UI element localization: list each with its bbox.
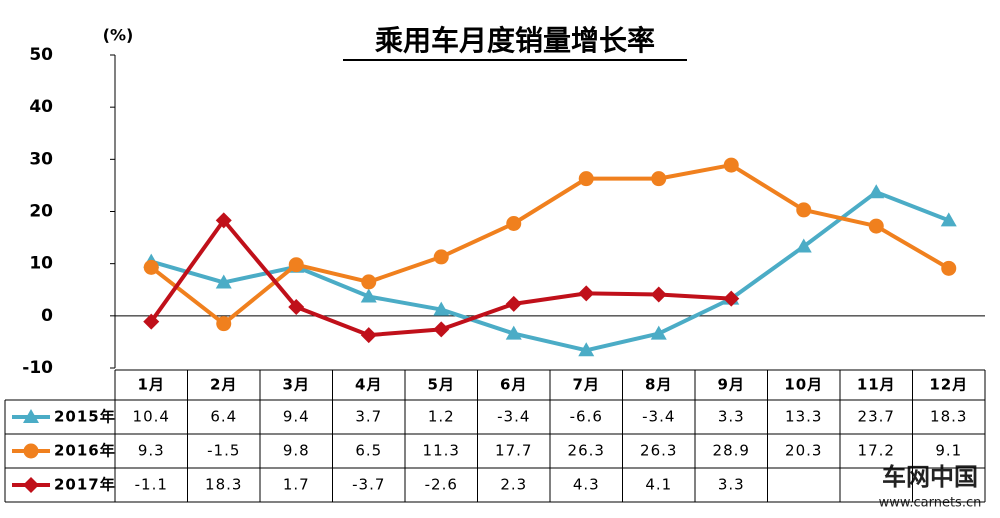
table-value: 17.7: [495, 442, 532, 460]
table-value: 13.3: [785, 408, 822, 426]
table-value: 6.5: [355, 442, 382, 460]
watermark-url: www.carnets.cn: [879, 496, 982, 511]
x-tick-label: 8月: [645, 376, 672, 394]
table-value: -1.5: [207, 442, 240, 460]
x-tick-label: 12月: [929, 376, 968, 394]
data-point: [215, 274, 232, 289]
table-value: 4.3: [573, 476, 600, 494]
table-value: 28.9: [713, 442, 750, 460]
legend-label: 2017年: [54, 476, 116, 494]
y-tick-label: 40: [29, 97, 53, 117]
data-point: [433, 301, 450, 316]
data-point: [360, 327, 377, 344]
data-point: [578, 285, 595, 302]
y-tick-label: 20: [29, 202, 53, 222]
data-point: [143, 313, 160, 330]
table-value: 3.3: [718, 408, 745, 426]
x-tick-label: 7月: [573, 376, 600, 394]
data-point: [868, 218, 884, 234]
chart-title: 乘用车月度销量增长率: [375, 24, 655, 57]
x-tick-label: 10月: [784, 376, 823, 394]
table-value: 11.3: [423, 442, 460, 460]
table-value: -1.1: [135, 476, 168, 494]
x-tick-label: 2月: [210, 376, 237, 394]
table-value: 4.1: [645, 476, 672, 494]
x-tick-label: 11月: [857, 376, 896, 394]
table-value: 26.3: [568, 442, 605, 460]
data-point: [796, 202, 812, 218]
table-value: 18.3: [205, 476, 242, 494]
data-point: [505, 295, 522, 312]
table-value: 3.3: [718, 476, 745, 494]
y-tick-label: 50: [29, 45, 53, 65]
legend-label: 2016年: [54, 442, 116, 460]
table-value: -3.7: [352, 476, 385, 494]
table-value: 9.4: [283, 408, 310, 426]
data-point: [433, 249, 449, 265]
data-point: [651, 171, 667, 187]
table-value: 9.1: [935, 442, 962, 460]
data-point: [433, 321, 450, 338]
data-point: [505, 325, 522, 340]
x-tick-label: 5月: [428, 376, 455, 394]
y-unit: (%): [103, 26, 134, 45]
data-point: [216, 316, 232, 332]
data-point: [941, 260, 957, 276]
table-value: 18.3: [930, 408, 967, 426]
table-value: 9.3: [138, 442, 165, 460]
legend-marker: [23, 443, 39, 459]
series-line: [150, 163, 950, 326]
x-tick-label: 9月: [718, 376, 745, 394]
data-point: [360, 288, 377, 303]
table-value: 1.7: [283, 476, 310, 494]
y-tick-label: 30: [29, 149, 53, 169]
data-point: [215, 212, 232, 229]
data-point: [795, 238, 812, 253]
table-value: 9.8: [283, 442, 310, 460]
x-tick-label: 3月: [283, 376, 310, 394]
y-tick-label: 10: [29, 254, 53, 274]
data-point: [868, 184, 885, 199]
series-line: [150, 190, 950, 353]
table-value: -6.6: [570, 408, 603, 426]
data-point: [361, 274, 377, 290]
data-point: [650, 286, 667, 303]
data-point: [143, 259, 159, 275]
legend-marker: [23, 477, 39, 493]
watermark: 车网中国: [882, 463, 978, 491]
y-tick-label: 0: [41, 306, 53, 326]
table-value: 2.3: [500, 476, 527, 494]
table-value: 17.2: [858, 442, 895, 460]
table-value: -2.6: [425, 476, 458, 494]
data-point: [940, 212, 957, 227]
x-tick-label: 4月: [355, 376, 382, 394]
y-tick-label: -10: [22, 358, 53, 378]
data-point: [723, 157, 739, 173]
x-tick-label: 6月: [500, 376, 527, 394]
data-point: [650, 325, 667, 340]
table-value: 23.7: [858, 408, 895, 426]
data-point: [506, 215, 522, 231]
table-value: 3.7: [355, 408, 382, 426]
legend-marker: [23, 409, 39, 423]
table-value: 6.4: [210, 408, 237, 426]
data-point: [578, 171, 594, 187]
table-value: -3.4: [642, 408, 675, 426]
data-point: [288, 257, 304, 273]
data-point: [578, 342, 595, 357]
table-value: 10.4: [133, 408, 170, 426]
data-point: [288, 298, 305, 315]
table-value: 20.3: [785, 442, 822, 460]
x-tick-label: 1月: [138, 376, 165, 394]
data-point: [723, 290, 740, 307]
table-value: -3.4: [497, 408, 530, 426]
table-value: 26.3: [640, 442, 677, 460]
table-value: 1.2: [428, 408, 455, 426]
legend-label: 2015年: [54, 408, 116, 426]
